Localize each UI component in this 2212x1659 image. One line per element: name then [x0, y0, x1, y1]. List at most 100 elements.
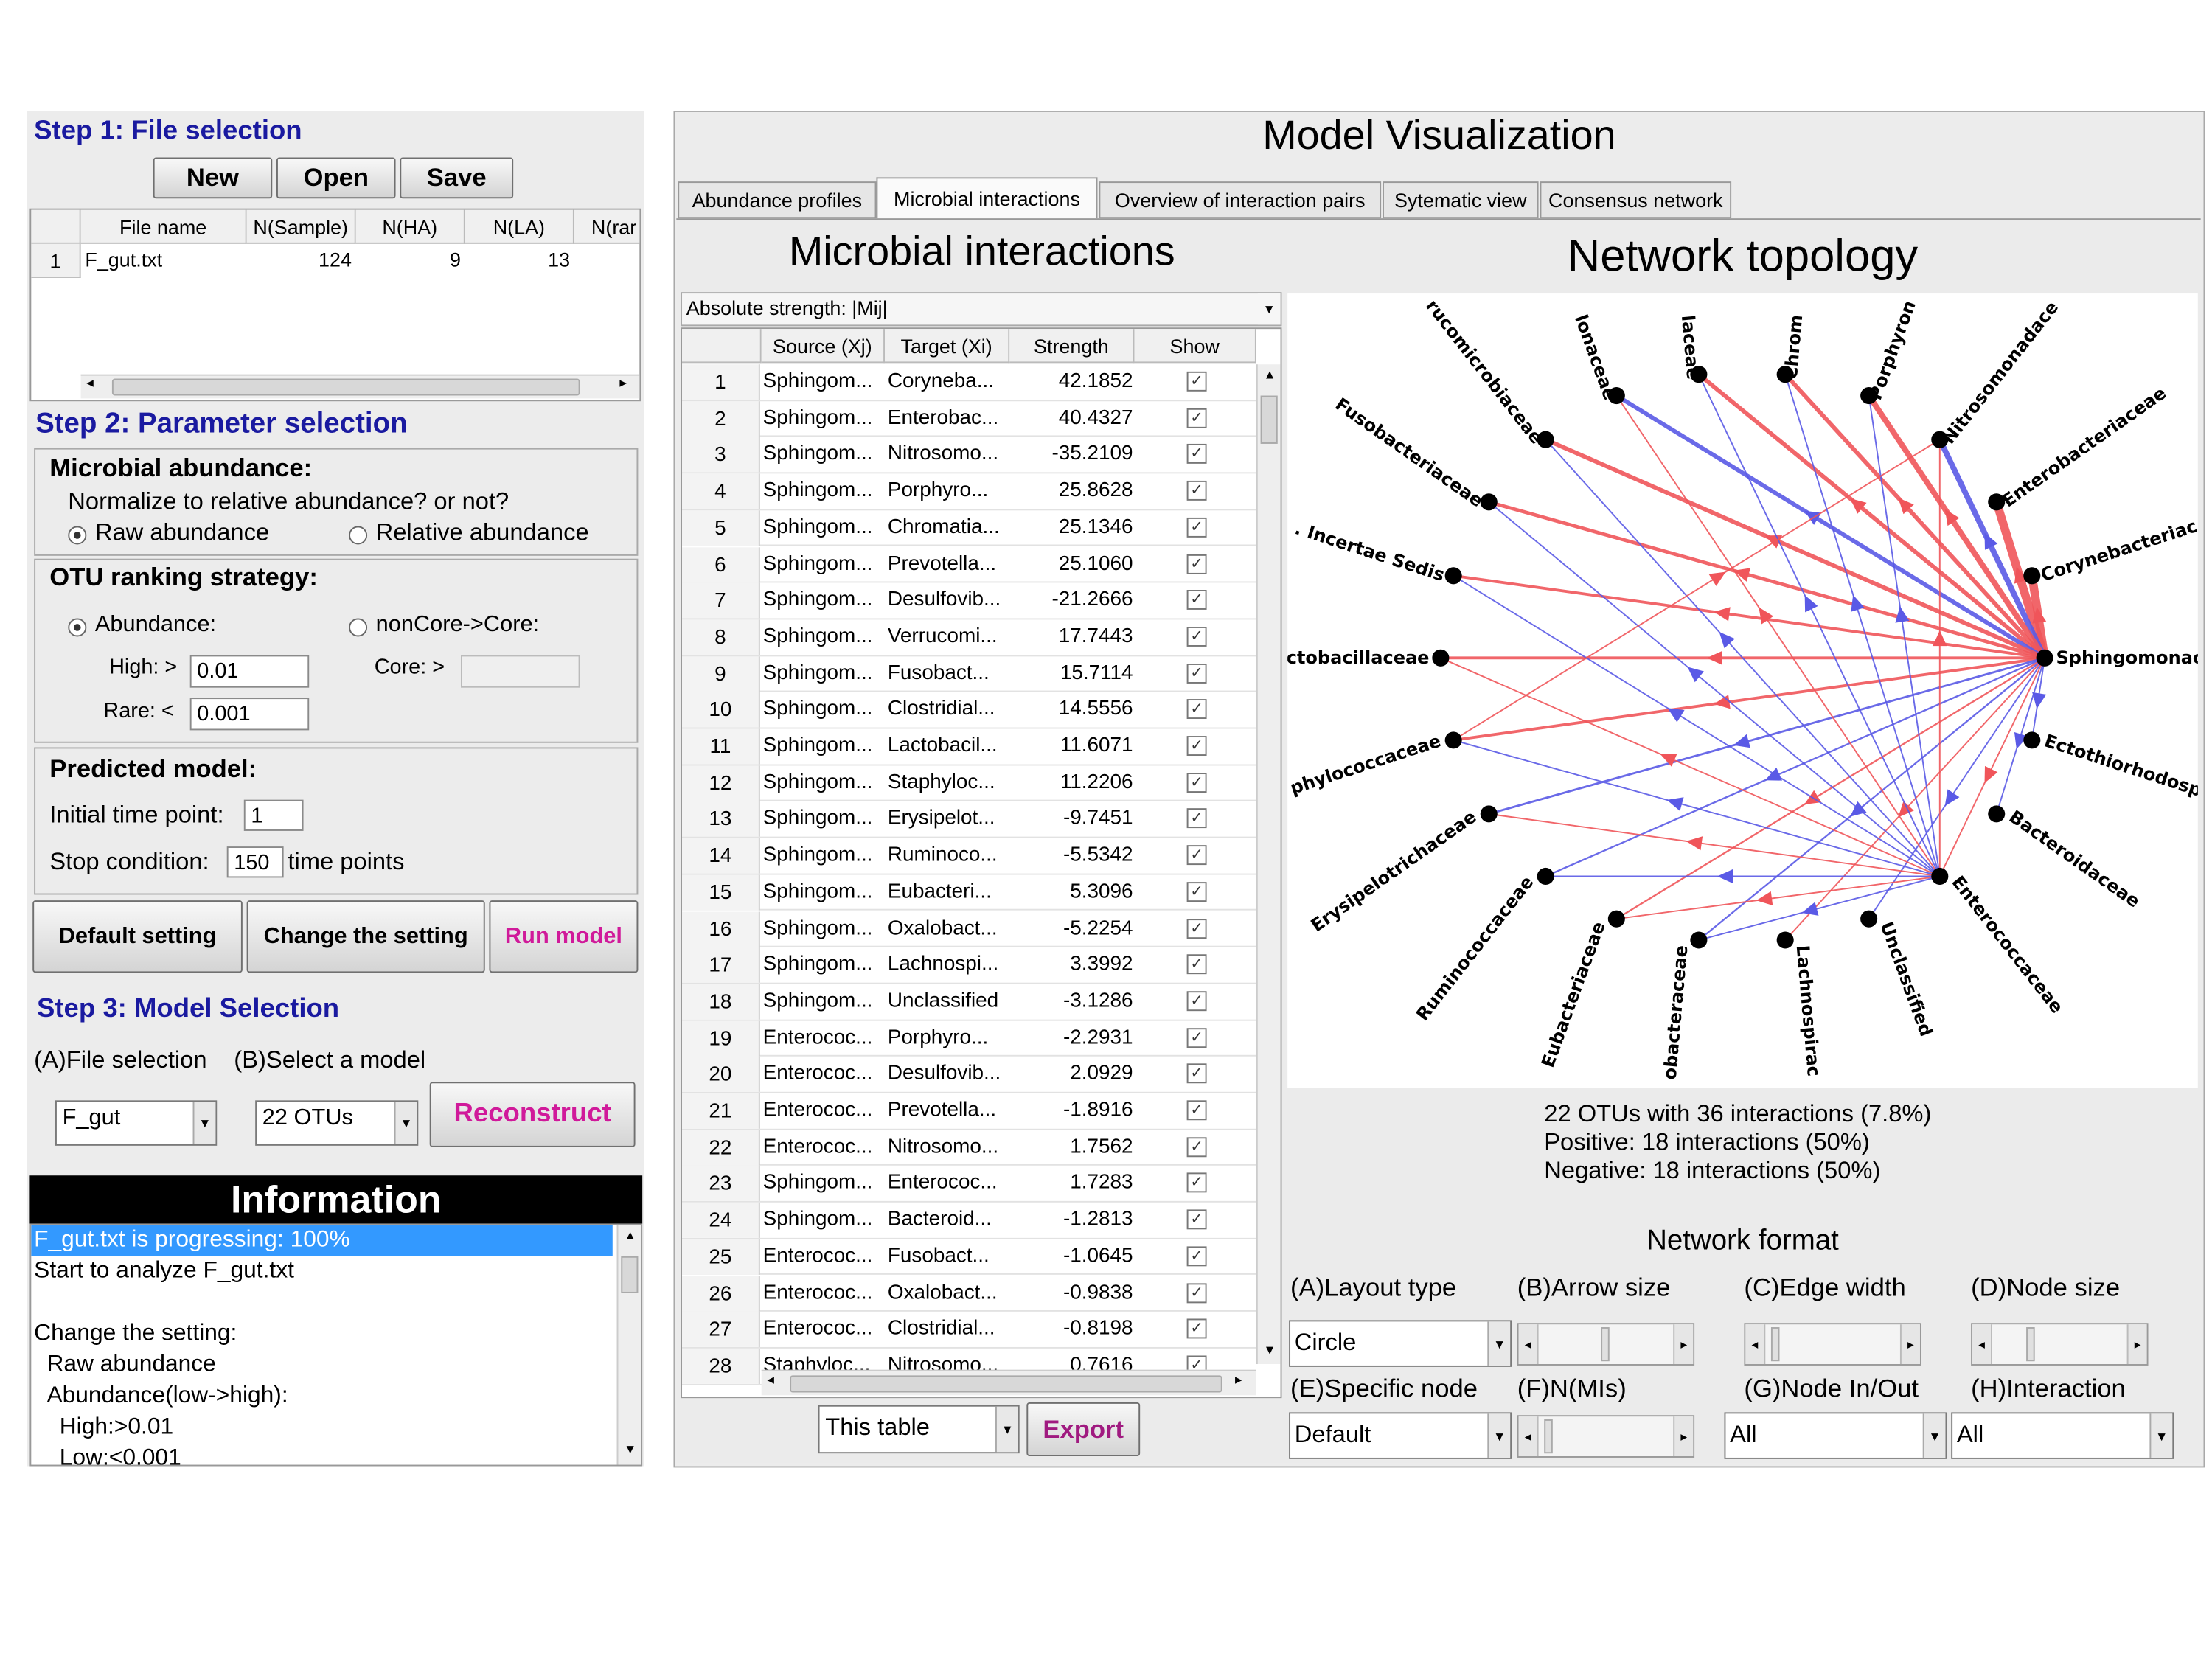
strength-cell[interactable]: -9.7451 — [1062, 807, 1133, 830]
network-node[interactable] — [1432, 649, 1450, 667]
log-vscrollbar[interactable]: ▲ ▼ — [616, 1225, 641, 1465]
table-row[interactable]: 24 Sphingom... Bacteroid... -1.2813 ✓ — [682, 1202, 1256, 1239]
source-cell[interactable]: Sphingom... — [762, 406, 873, 430]
tab-abundance-profiles[interactable]: Abundance profiles — [678, 181, 877, 219]
reconstruct-button[interactable]: Reconstruct — [429, 1082, 636, 1147]
file-select[interactable]: F_gut ▼ — [55, 1100, 218, 1146]
network-node[interactable] — [1444, 567, 1462, 585]
interactions-hscrollbar[interactable]: ◂ ▸ — [761, 1369, 1256, 1396]
export-button[interactable]: Export — [1026, 1402, 1141, 1457]
scroll-left-icon[interactable]: ◂ — [86, 375, 94, 392]
source-cell[interactable]: Sphingom... — [762, 771, 873, 794]
interaction-select[interactable]: All ▼ — [1951, 1412, 2174, 1459]
strength-cell[interactable]: -3.1286 — [1062, 990, 1133, 1012]
col-n-rare[interactable]: N(rar — [574, 209, 640, 244]
table-row[interactable]: 25 Enterococ... Fusobact... -1.0645 ✓ — [682, 1239, 1256, 1276]
network-node[interactable] — [1537, 431, 1554, 448]
stop-condition-input[interactable] — [226, 846, 284, 878]
strength-cell[interactable]: 25.1346 — [1058, 515, 1133, 539]
table-row[interactable]: 20 Enterococ... Desulfovib... 2.0929 ✓ — [682, 1057, 1256, 1093]
slider-left-icon[interactable]: ◂ — [1745, 1324, 1766, 1365]
target-cell[interactable]: Erysipelot... — [887, 807, 995, 830]
initial-time-input[interactable] — [243, 799, 304, 831]
n-ha-cell[interactable]: 9 — [450, 248, 462, 271]
table-row[interactable]: 14 Sphingom... Ruminoco... -5.5342 ✓ — [682, 838, 1256, 875]
slider-left-icon[interactable]: ◂ — [1518, 1416, 1539, 1457]
source-cell[interactable]: Enterococ... — [762, 1062, 873, 1085]
col-file-name[interactable]: File name — [80, 209, 247, 244]
target-cell[interactable]: Fusobact... — [887, 1245, 990, 1267]
tab-overview-interaction-pairs[interactable]: Overview of interaction pairs — [1099, 181, 1382, 219]
target-cell[interactable]: Verrucomi... — [887, 625, 998, 648]
interactions-vscrollbar[interactable]: ▲ ▼ — [1256, 364, 1281, 1365]
layout-type-select[interactable]: Circle ▼ — [1289, 1320, 1512, 1367]
source-cell[interactable]: Sphingom... — [762, 442, 873, 466]
n-mis-slider[interactable]: ◂ ▸ — [1517, 1415, 1695, 1458]
abundance-radio[interactable] — [68, 618, 87, 637]
slider-thumb[interactable] — [2026, 1327, 2035, 1362]
slider-right-icon[interactable]: ▸ — [1673, 1324, 1694, 1365]
target-cell[interactable]: Lachnospi... — [887, 953, 999, 976]
chevron-down-icon[interactable]: ▼ — [2149, 1413, 2173, 1458]
chevron-down-icon[interactable]: ▼ — [192, 1102, 216, 1144]
file-name-cell[interactable]: F_gut.txt — [85, 248, 163, 271]
show-checkbox[interactable]: ✓ — [1186, 444, 1207, 465]
source-cell[interactable]: Sphingom... — [762, 844, 873, 867]
change-setting-button[interactable]: Change the setting — [246, 900, 485, 973]
run-model-button[interactable]: Run model — [489, 900, 639, 973]
chevron-down-icon[interactable]: ▼ — [394, 1102, 417, 1144]
noncore-radio-label[interactable]: nonCore->Core: — [375, 612, 540, 637]
show-checkbox[interactable]: ✓ — [1186, 481, 1207, 501]
table-row[interactable]: 4 Sphingom... Porphyro... 25.8628 ✓ — [682, 473, 1256, 510]
source-cell[interactable]: Enterococ... — [762, 1099, 873, 1122]
source-cell[interactable]: Enterococ... — [762, 1245, 873, 1267]
show-checkbox[interactable]: ✓ — [1186, 881, 1207, 902]
target-cell[interactable]: Coryneba... — [887, 369, 995, 393]
relative-abundance-label[interactable]: Relative abundance — [375, 518, 589, 546]
slider-right-icon[interactable]: ▸ — [2126, 1324, 2147, 1365]
network-node[interactable] — [1444, 731, 1462, 749]
strength-cell[interactable]: 2.0929 — [1070, 1062, 1133, 1085]
network-node[interactable] — [1537, 867, 1554, 886]
show-checkbox[interactable]: ✓ — [1186, 663, 1207, 684]
target-cell[interactable]: Nitrosomo... — [887, 442, 999, 466]
source-cell[interactable]: Sphingom... — [762, 479, 873, 502]
show-checkbox[interactable]: ✓ — [1186, 845, 1207, 866]
table-row[interactable]: 23 Sphingom... Enterococ... 1.7283 ✓ — [682, 1166, 1256, 1203]
raw-abundance-label[interactable]: Raw abundance — [94, 518, 270, 546]
network-node[interactable] — [2036, 649, 2053, 667]
network-node[interactable] — [2023, 731, 2041, 749]
scroll-right-icon[interactable]: ▸ — [619, 375, 627, 392]
target-cell[interactable]: Prevotella... — [887, 552, 997, 575]
network-graph[interactable]: Sphingomonac EctothiorhodospBacteroidacea… — [1287, 293, 2198, 1088]
strength-cell[interactable]: 5.3096 — [1070, 880, 1133, 903]
col-show[interactable]: Show — [1134, 329, 1256, 364]
source-cell[interactable]: Enterococ... — [762, 1135, 873, 1158]
network-node[interactable] — [1776, 366, 1794, 383]
table-row[interactable]: 13 Sphingom... Erysipelot... -9.7451 ✓ — [682, 801, 1256, 838]
network-node[interactable] — [1607, 910, 1625, 928]
target-cell[interactable]: Chromatia... — [887, 515, 1000, 539]
source-cell[interactable]: Sphingom... — [762, 698, 873, 721]
strength-cell[interactable]: -5.5342 — [1062, 844, 1133, 867]
network-node[interactable] — [1931, 431, 1949, 448]
model-select[interactable]: 22 OTUs ▼ — [255, 1100, 419, 1146]
relative-abundance-radio[interactable] — [349, 526, 368, 545]
source-cell[interactable]: Sphingom... — [762, 990, 873, 1012]
default-setting-button[interactable]: Default setting — [32, 900, 243, 973]
strength-cell[interactable]: 25.1060 — [1058, 552, 1133, 575]
scroll-up-icon[interactable]: ▲ — [1263, 367, 1276, 382]
specific-node-select[interactable]: Default ▼ — [1289, 1412, 1512, 1459]
table-row[interactable]: 8 Sphingom... Verrucomi... 17.7443 ✓ — [682, 619, 1256, 656]
show-checkbox[interactable]: ✓ — [1186, 1100, 1207, 1121]
source-cell[interactable]: Sphingom... — [762, 625, 873, 648]
network-node[interactable] — [1931, 867, 1949, 886]
file-table-hscrollbar[interactable]: ◂ ▸ — [80, 374, 640, 399]
target-cell[interactable]: Desulfovib... — [887, 1062, 1001, 1085]
show-checkbox[interactable]: ✓ — [1186, 1136, 1207, 1157]
strength-cell[interactable]: -21.2666 — [1051, 588, 1133, 612]
target-cell[interactable]: Nitrosomo... — [887, 1135, 999, 1158]
slider-thumb[interactable] — [1770, 1327, 1780, 1362]
strength-cell[interactable]: -2.2931 — [1062, 1026, 1133, 1049]
table-row[interactable]: 1 Sphingom... Coryneba... 42.1852 ✓ — [682, 364, 1256, 401]
